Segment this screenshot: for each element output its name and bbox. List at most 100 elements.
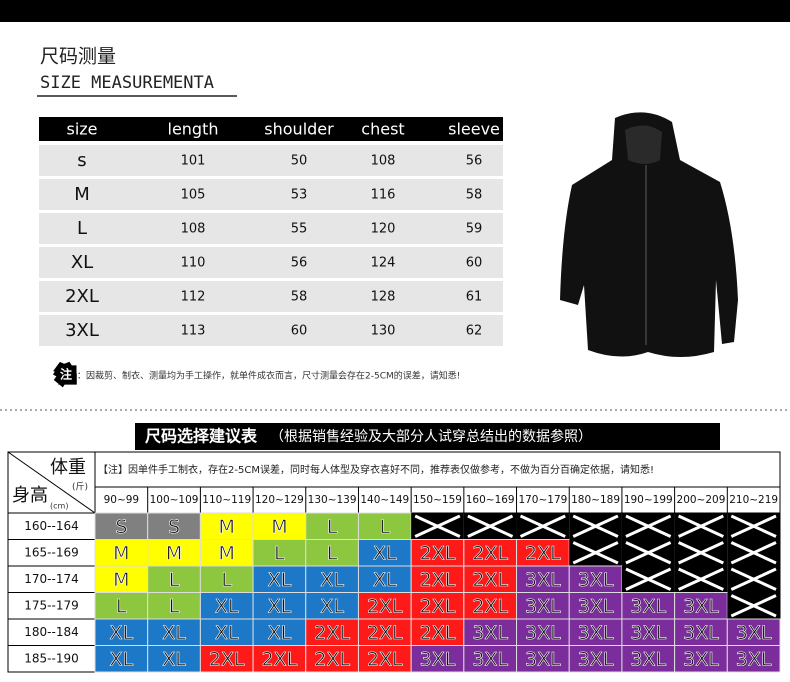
table-cell: 53	[291, 188, 308, 203]
size-label: L	[380, 516, 391, 538]
cross	[625, 514, 672, 538]
column-header: length	[168, 120, 219, 139]
size-label: 2XL	[472, 542, 508, 564]
size-cell	[621, 592, 676, 620]
size-label: 3XL	[472, 648, 508, 670]
size-cell	[621, 645, 676, 673]
size-label: M	[219, 516, 235, 538]
recommend-table: 体重 (斤) 身高 (cm) 【注】因单件手工制衣，存在2-5CM误差，同时每人体型及穿…	[7, 451, 781, 673]
weight-header: 190~199	[624, 494, 673, 506]
rec-title: 尺码选择建议表	[145, 427, 258, 446]
table-cell: 56	[466, 154, 483, 169]
table-cell: 59	[466, 222, 483, 237]
size-label: L	[169, 569, 180, 591]
size-label: 3XL	[578, 595, 614, 617]
title-en: SIZE MEASUREMENTA	[40, 73, 214, 93]
size-label: XL	[110, 622, 134, 644]
banner	[135, 423, 720, 450]
table-cell: 105	[181, 188, 206, 203]
table-cell: 60	[466, 256, 483, 271]
size-label: L	[169, 595, 180, 617]
size-label: XL	[320, 569, 344, 591]
table-cell: 128	[371, 290, 396, 305]
height-header: 160--164	[24, 519, 78, 533]
table-cell: 110	[181, 256, 206, 271]
size-label: XL	[162, 648, 186, 670]
weight-unit: (斤)	[72, 482, 88, 493]
size-label: XL	[373, 569, 397, 591]
cross	[519, 514, 566, 538]
size-cell	[199, 539, 254, 567]
table-cell: 112	[181, 290, 206, 305]
size-cell	[94, 592, 149, 620]
size-label: 3XL	[525, 622, 561, 644]
weight-header: 210~219	[729, 494, 778, 506]
size-label: L	[116, 595, 127, 617]
size-label: 3XL	[683, 622, 719, 644]
size-cell	[357, 592, 412, 620]
table-row	[39, 315, 503, 346]
table-row	[39, 281, 503, 312]
size-cell	[410, 565, 465, 593]
size-cell	[199, 618, 254, 646]
size-label: 2XL	[472, 569, 508, 591]
table-cell: 61	[466, 290, 483, 305]
height-header: 165--169	[24, 545, 78, 559]
weight-header: 110~119	[202, 494, 251, 506]
size-cell	[410, 539, 465, 567]
size-label: L	[221, 569, 232, 591]
weight-header: 140~149	[360, 494, 409, 506]
size-label: M	[219, 542, 235, 564]
table-header	[39, 117, 503, 141]
table-cell: 62	[466, 324, 483, 339]
weight-header: 170~179	[518, 494, 567, 506]
note-text: ：因裁剪、制衣、测量均为手工操作，就单件成衣而言，尺寸测量会存在2-5CM的误差…	[77, 370, 460, 382]
cross	[730, 594, 777, 618]
size-cell	[674, 592, 728, 620]
size-label: 3XL	[683, 595, 719, 617]
weight-header: 130~139	[308, 494, 357, 506]
table-cell: s	[77, 150, 86, 171]
table-row	[39, 145, 503, 176]
corner-diagonal	[7, 451, 96, 514]
table-cell: 50	[291, 154, 308, 169]
size-label: 2XL	[420, 569, 456, 591]
size-cell	[305, 645, 359, 673]
cross	[625, 541, 672, 565]
size-cell	[516, 645, 570, 673]
size-label: 3XL	[736, 648, 772, 670]
size-label: 2XL	[314, 622, 350, 644]
table-cell: 120	[371, 222, 396, 237]
size-label: M	[113, 569, 129, 591]
table-note: 【注】因单件手工制衣，存在2-5CM误差，同时每人体型及穿衣喜好不同，推荐表仅做…	[98, 463, 654, 476]
size-cell	[568, 592, 623, 620]
size-label: 3XL	[630, 622, 666, 644]
weight-header: 100~109	[150, 494, 199, 506]
cross	[572, 514, 619, 538]
table-cell: 124	[371, 256, 396, 271]
cross	[414, 514, 461, 538]
coat-image	[510, 112, 782, 383]
cross	[730, 541, 777, 565]
size-label: XL	[215, 622, 239, 644]
size-label: 3XL	[736, 622, 772, 644]
rec-subtitle: （根据销售经验及大部分人试穿总结出的数据参照）	[270, 428, 592, 445]
size-label: 2XL	[262, 648, 298, 670]
size-label: L	[327, 516, 338, 538]
table-cell: M	[74, 184, 90, 205]
column-header: chest	[361, 120, 404, 139]
height-label: 身高	[12, 485, 48, 506]
size-cell	[516, 565, 570, 593]
table-cell: 101	[181, 154, 206, 169]
size-label: 3XL	[630, 595, 666, 617]
size-cell	[410, 645, 465, 673]
size-cell	[252, 565, 307, 593]
table-cell: L	[77, 218, 87, 239]
size-label: 3XL	[472, 622, 508, 644]
size-label: XL	[268, 595, 292, 617]
height-header: 175--179	[24, 598, 78, 612]
table-row	[39, 247, 503, 278]
weight-header: 90~99	[104, 494, 140, 506]
size-label: XL	[320, 595, 344, 617]
height-header: 170--174	[24, 572, 78, 586]
